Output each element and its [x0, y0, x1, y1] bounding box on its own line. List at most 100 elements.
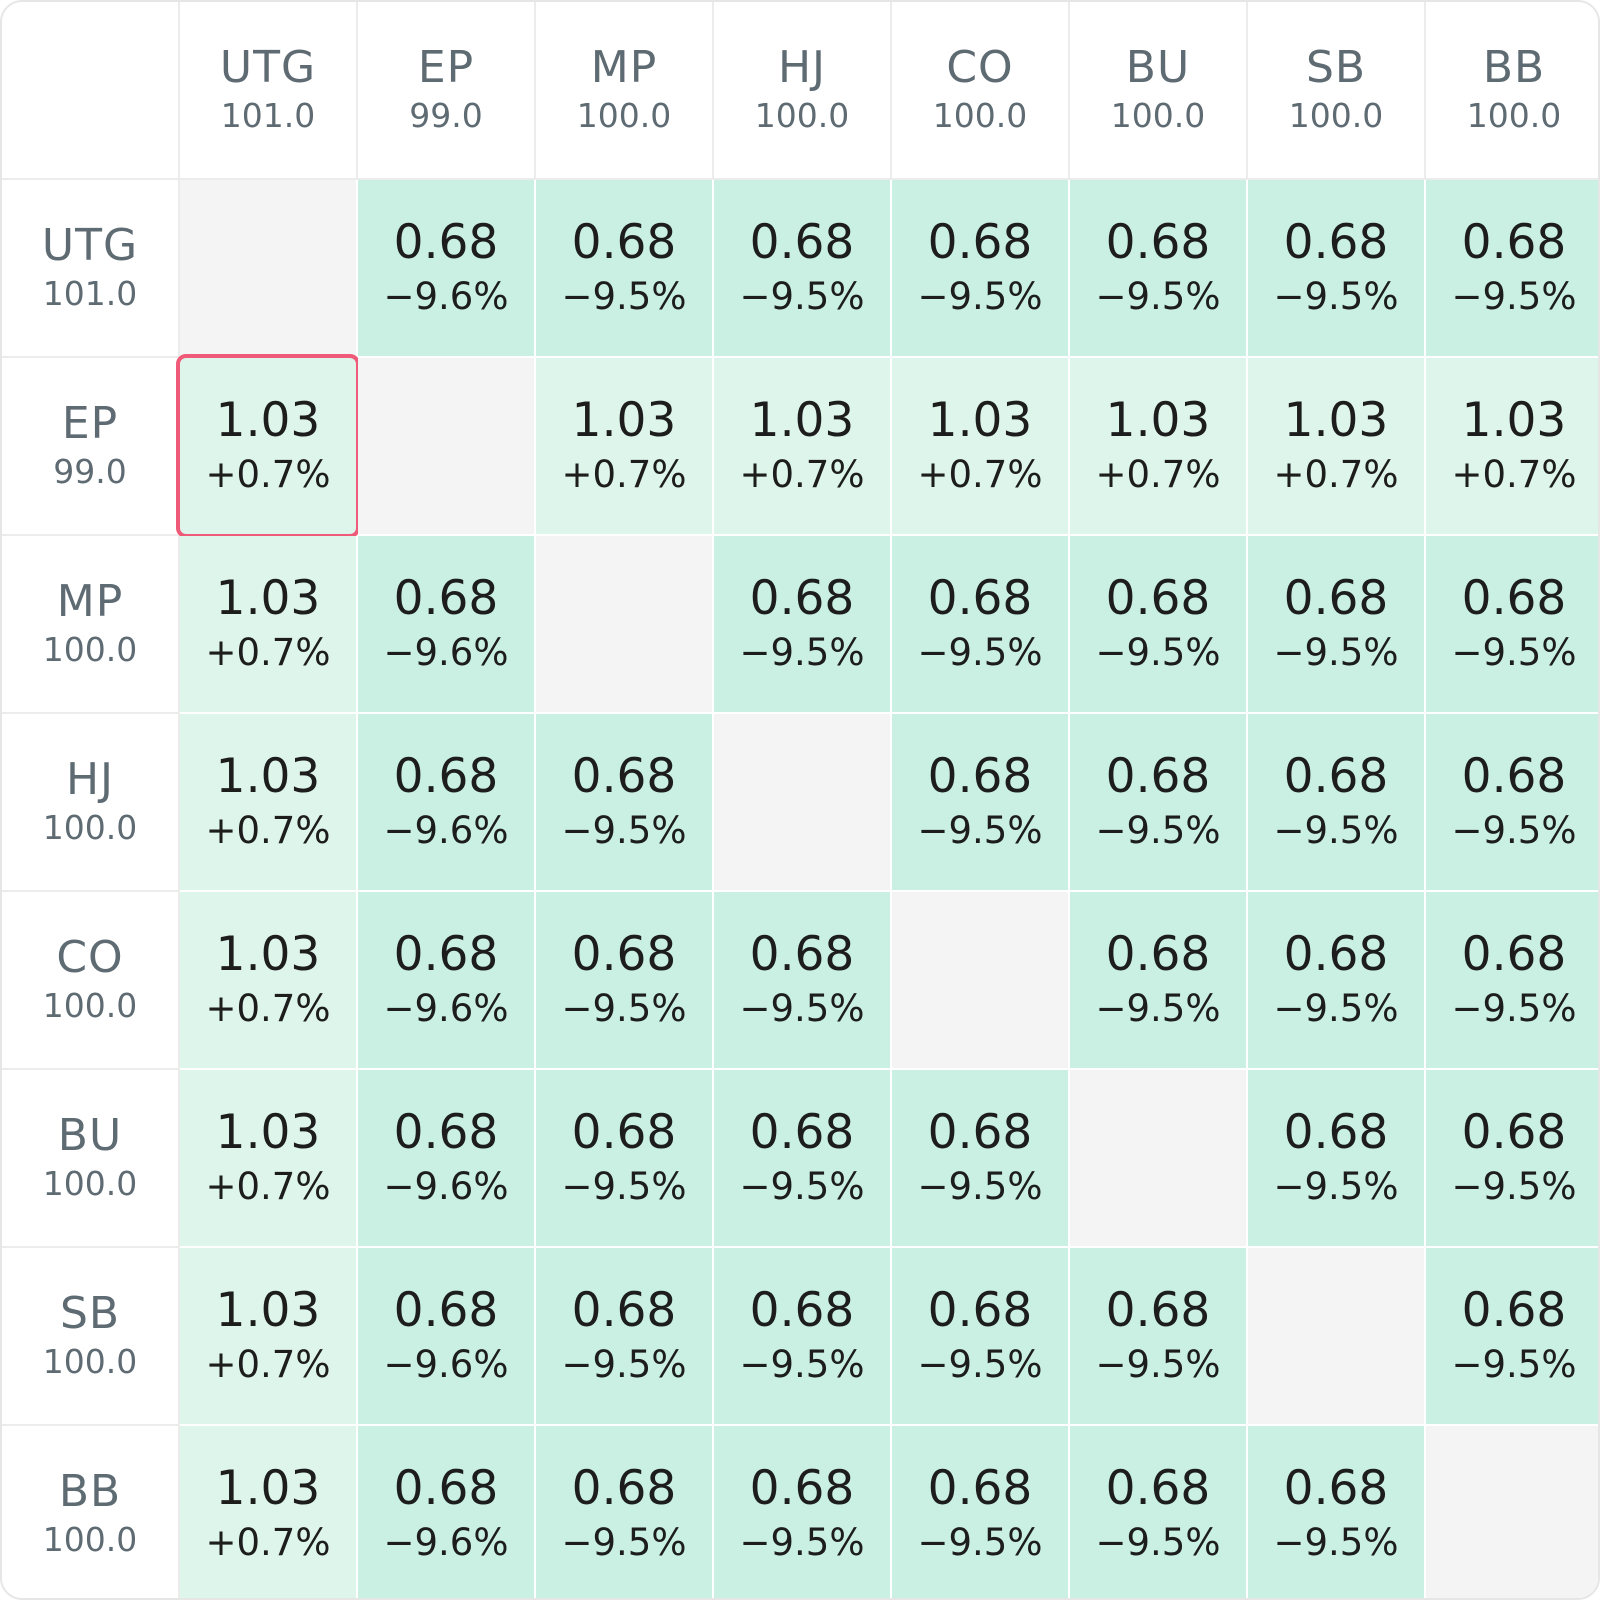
column-header-utg: UTG 101.0: [180, 2, 358, 180]
cell-value: 0.68: [393, 1461, 499, 1516]
matrix-cell-sb-mp[interactable]: 0.68 −9.5%: [536, 1248, 714, 1426]
cell-value: 0.68: [1461, 927, 1567, 982]
cell-change: −9.5%: [1273, 987, 1399, 1030]
cell-value: 0.68: [571, 215, 677, 270]
matrix-cell-hj-bu[interactable]: 0.68 −9.5%: [1070, 714, 1248, 892]
matrix-cell-mp-co[interactable]: 0.68 −9.5%: [892, 536, 1070, 714]
matrix-cell-utg-sb[interactable]: 0.68 −9.5%: [1248, 180, 1426, 358]
column-header-name: BU: [1125, 42, 1191, 93]
matrix-cell-ep-utg[interactable]: 1.03 +0.7%: [176, 354, 360, 538]
cell-value: 0.68: [393, 1283, 499, 1338]
matrix-cell-ep-bu[interactable]: 1.03 +0.7%: [1070, 358, 1248, 536]
matrix-cell-bb-hj[interactable]: 0.68 −9.5%: [714, 1426, 892, 1598]
matrix-cell-utg-hj[interactable]: 0.68 −9.5%: [714, 180, 892, 358]
matrix-cell-hj-co[interactable]: 0.68 −9.5%: [892, 714, 1070, 892]
column-header-stack: 101.0: [220, 96, 316, 135]
cell-change: −9.5%: [739, 1343, 865, 1386]
cell-value: 1.03: [927, 393, 1033, 448]
matrix-cell-mp-ep[interactable]: 0.68 −9.6%: [358, 536, 536, 714]
matrix-cell-utg-bb[interactable]: 0.68 −9.5%: [1426, 180, 1598, 358]
matrix-cell-ep-sb[interactable]: 1.03 +0.7%: [1248, 358, 1426, 536]
matrix-cell-co-utg[interactable]: 1.03 +0.7%: [180, 892, 358, 1070]
matrix-cell-co-hj[interactable]: 0.68 −9.5%: [714, 892, 892, 1070]
cell-change: −9.5%: [1451, 275, 1577, 318]
cell-change: −9.5%: [739, 275, 865, 318]
matrix-cell-bb-bu[interactable]: 0.68 −9.5%: [1070, 1426, 1248, 1598]
matrix-cell-bu-sb[interactable]: 0.68 −9.5%: [1248, 1070, 1426, 1248]
cell-value: 1.03: [1283, 393, 1389, 448]
cell-change: +0.7%: [1273, 453, 1399, 496]
matrix-cell-bb-mp[interactable]: 0.68 −9.5%: [536, 1426, 714, 1598]
matrix-cell-mp-sb[interactable]: 0.68 −9.5%: [1248, 536, 1426, 714]
matrix-cell-co-mp[interactable]: 0.68 −9.5%: [536, 892, 714, 1070]
matrix-cell-co-bb[interactable]: 0.68 −9.5%: [1426, 892, 1598, 1070]
cell-value: 0.68: [749, 215, 855, 270]
row-header-utg: UTG 101.0: [2, 180, 180, 358]
matrix-cell-sb-ep[interactable]: 0.68 −9.6%: [358, 1248, 536, 1426]
matrix-cell-bu-utg[interactable]: 1.03 +0.7%: [180, 1070, 358, 1248]
cell-change: −9.5%: [561, 1521, 687, 1564]
matrix-cell-hj-ep[interactable]: 0.68 −9.6%: [358, 714, 536, 892]
matrix-cell-utg-co[interactable]: 0.68 −9.5%: [892, 180, 1070, 358]
matrix-cell-ep-hj[interactable]: 1.03 +0.7%: [714, 358, 892, 536]
cell-change: −9.5%: [1273, 1521, 1399, 1564]
row-header-ep: EP 99.0: [2, 358, 180, 536]
column-header-sb: SB 100.0: [1248, 2, 1426, 180]
matrix-cell-ep-mp[interactable]: 1.03 +0.7%: [536, 358, 714, 536]
row-header-mp: MP 100.0: [2, 536, 180, 714]
matrix-cell-hj-sb[interactable]: 0.68 −9.5%: [1248, 714, 1426, 892]
corner-cell: [2, 2, 180, 180]
matrix-cell-sb-utg[interactable]: 1.03 +0.7%: [180, 1248, 358, 1426]
matrix-cell-bb-utg[interactable]: 1.03 +0.7%: [180, 1426, 358, 1598]
column-header-bu: BU 100.0: [1070, 2, 1248, 180]
matrix-cell-utg-mp[interactable]: 0.68 −9.5%: [536, 180, 714, 358]
matrix-cell-bb-ep[interactable]: 0.68 −9.6%: [358, 1426, 536, 1598]
cell-value: 0.68: [749, 927, 855, 982]
cell-value: 1.03: [571, 393, 677, 448]
empty-cell: [714, 714, 892, 892]
matrix-cell-bu-bb[interactable]: 0.68 −9.5%: [1426, 1070, 1598, 1248]
matrix-cell-bu-ep[interactable]: 0.68 −9.6%: [358, 1070, 536, 1248]
row-header-stack: 100.0: [42, 630, 138, 669]
row-header-name: SB: [59, 1288, 121, 1339]
cell-change: −9.5%: [561, 1343, 687, 1386]
column-header-stack: 100.0: [576, 96, 672, 135]
row-header-stack: 100.0: [42, 986, 138, 1025]
cell-value: 0.68: [1461, 1283, 1567, 1338]
column-header-mp: MP 100.0: [536, 2, 714, 180]
matrix-cell-hj-bb[interactable]: 0.68 −9.5%: [1426, 714, 1598, 892]
cell-value: 0.68: [1105, 1283, 1211, 1338]
matrix-cell-ep-co[interactable]: 1.03 +0.7%: [892, 358, 1070, 536]
matrix-cell-mp-bu[interactable]: 0.68 −9.5%: [1070, 536, 1248, 714]
matrix-cell-co-ep[interactable]: 0.68 −9.6%: [358, 892, 536, 1070]
matrix-cell-mp-utg[interactable]: 1.03 +0.7%: [180, 536, 358, 714]
cell-change: −9.6%: [383, 1521, 509, 1564]
column-header-ep: EP 99.0: [358, 2, 536, 180]
column-header-name: MP: [590, 42, 658, 93]
matrix-cell-bu-hj[interactable]: 0.68 −9.5%: [714, 1070, 892, 1248]
matrix-cell-bu-co[interactable]: 0.68 −9.5%: [892, 1070, 1070, 1248]
matrix-cell-sb-bu[interactable]: 0.68 −9.5%: [1070, 1248, 1248, 1426]
matrix-cell-sb-co[interactable]: 0.68 −9.5%: [892, 1248, 1070, 1426]
matrix-cell-sb-hj[interactable]: 0.68 −9.5%: [714, 1248, 892, 1426]
column-header-stack: 99.0: [409, 96, 483, 135]
matrix-cell-hj-utg[interactable]: 1.03 +0.7%: [180, 714, 358, 892]
row-header-name: BU: [57, 1110, 123, 1161]
matrix-cell-sb-bb[interactable]: 0.68 −9.5%: [1426, 1248, 1598, 1426]
matrix-cell-co-bu[interactable]: 0.68 −9.5%: [1070, 892, 1248, 1070]
cell-value: 0.68: [927, 571, 1033, 626]
cell-change: +0.7%: [739, 453, 865, 496]
matrix-cell-mp-hj[interactable]: 0.68 −9.5%: [714, 536, 892, 714]
matrix-cell-utg-bu[interactable]: 0.68 −9.5%: [1070, 180, 1248, 358]
matrix-cell-hj-mp[interactable]: 0.68 −9.5%: [536, 714, 714, 892]
cell-change: −9.5%: [1273, 1165, 1399, 1208]
matrix-cell-co-sb[interactable]: 0.68 −9.5%: [1248, 892, 1426, 1070]
matrix-cell-bb-co[interactable]: 0.68 −9.5%: [892, 1426, 1070, 1598]
matrix-cell-bb-sb[interactable]: 0.68 −9.5%: [1248, 1426, 1426, 1598]
column-header-name: CO: [946, 42, 1014, 93]
matrix-cell-mp-bb[interactable]: 0.68 −9.5%: [1426, 536, 1598, 714]
matrix-cell-utg-ep[interactable]: 0.68 −9.6%: [358, 180, 536, 358]
matrix-cell-bu-mp[interactable]: 0.68 −9.5%: [536, 1070, 714, 1248]
matrix-cell-ep-bb[interactable]: 1.03 +0.7%: [1426, 358, 1598, 536]
